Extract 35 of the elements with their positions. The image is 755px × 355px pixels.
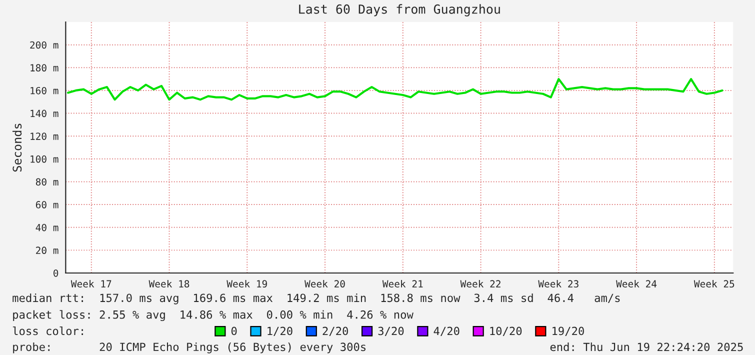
x-tick-label: Week 25 <box>694 280 734 288</box>
y-tick-label: 200 m <box>30 41 58 49</box>
legend-label: 0 <box>231 326 237 336</box>
x-tick-label: Week 22 <box>460 280 500 288</box>
y-tick-label: 160 m <box>30 86 58 94</box>
x-tick-label: Week 24 <box>616 280 657 288</box>
y-tick-label: 20 m <box>36 246 58 254</box>
x-tick-label: Week 18 <box>148 280 190 288</box>
x-tick-label: Week 19 <box>226 280 267 288</box>
y-tick-label: 180 m <box>30 64 58 72</box>
legend-label: 3/20 <box>378 326 404 336</box>
text: packet loss: 2.55 % avg 14.86 % max 0.00 % min 4.26 % now <box>13 310 414 322</box>
legend-label: 2/20 <box>322 326 348 336</box>
y-tick-label: 0 <box>54 270 58 277</box>
y-axis-title: Seconds <box>12 124 22 172</box>
y-tick-label: 60 m <box>36 201 58 208</box>
legend-label: 10/20 <box>490 326 522 336</box>
y-tick-label: 140 m <box>30 110 58 118</box>
text: probe: 20 ICMP Echo Pings (56 Bytes) every 300s <box>13 342 366 354</box>
text: median rtt: 157.0 ms avg 169.6 ms max 149.2 ms min 158.8 ms now 3.4 ms sd 46.4 am/s <box>12 293 620 304</box>
y-tick-label: 40 m <box>36 224 58 232</box>
y-tick-label: 100 m <box>30 155 58 163</box>
line-series <box>66 78 724 101</box>
y-tick-label: 120 m <box>30 132 58 140</box>
x-tick-label: Week 20 <box>304 280 345 288</box>
x-tick-label: Week 23 <box>538 280 578 288</box>
legend-label: 19/20 <box>552 326 584 336</box>
text: end: Thu Jun 19 22:24:20 2025 <box>550 342 743 352</box>
chart-title: Last 60 Days from Guangzhou <box>299 4 500 16</box>
y-tick-label: 80 m <box>36 178 58 186</box>
legend-label: 1/20 <box>268 326 292 336</box>
legend-title: loss color: <box>12 326 83 336</box>
legend-label: 4/20 <box>434 326 460 336</box>
x-tick-label: Week 21 <box>382 280 423 288</box>
x-tick-label: Week 17 <box>70 280 112 288</box>
